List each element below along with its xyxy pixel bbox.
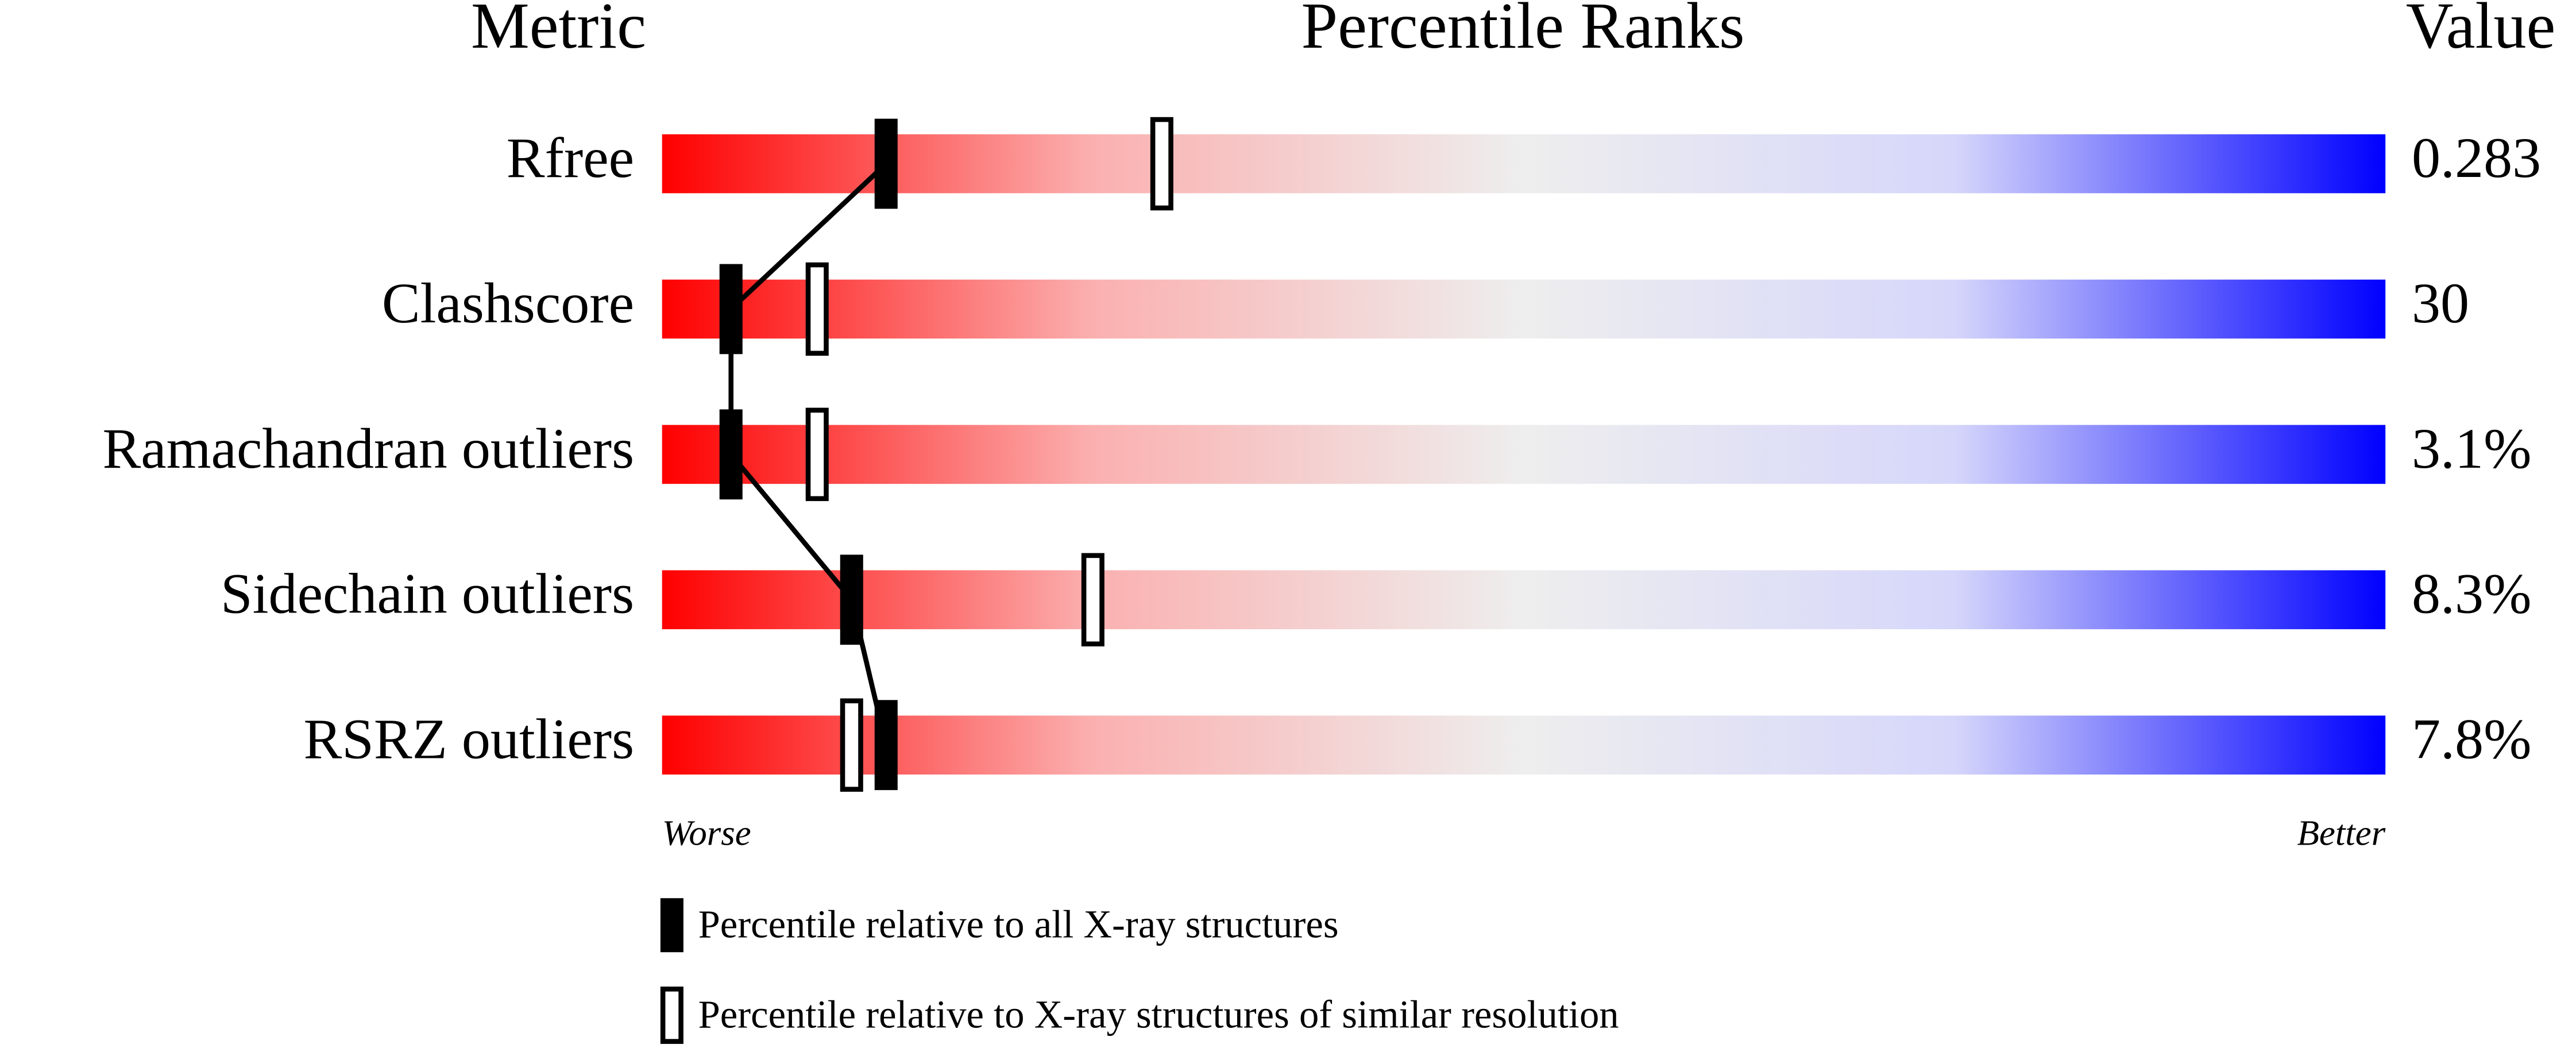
- filled-marker: [874, 700, 898, 791]
- metric-value: 3.1%: [2412, 417, 2532, 480]
- value-header: Value: [2406, 0, 2555, 62]
- metric-value: 7.8%: [2412, 707, 2532, 771]
- metric-value: 0.283: [2412, 126, 2541, 190]
- hollow-marker: [805, 262, 829, 356]
- hollow-marker: [805, 407, 829, 502]
- percentile-bar: [662, 134, 2386, 194]
- hollow-marker: [1081, 553, 1104, 647]
- filled-marker: [719, 264, 743, 355]
- better-label: Better: [2297, 813, 2385, 853]
- metric-label: Rfree: [507, 126, 634, 190]
- chart-title: Percentile Ranks: [1301, 0, 1745, 62]
- metric-label: RSRZ outliers: [303, 707, 634, 771]
- filled-marker: [660, 898, 683, 953]
- metric-label: Sidechain outliers: [221, 562, 634, 626]
- metric-value: 8.3%: [2412, 562, 2532, 626]
- filled-marker: [840, 554, 863, 645]
- percentile-bar: [662, 715, 2386, 775]
- metric-label: Clashscore: [382, 271, 634, 335]
- hollow-marker: [660, 987, 683, 1044]
- filled-marker: [719, 409, 743, 500]
- worse-label: Worse: [662, 813, 751, 853]
- percentile-bar: [662, 279, 2386, 339]
- legend-label: Percentile relative to all X-ray structu…: [698, 903, 1339, 946]
- filled-marker: [874, 118, 898, 209]
- metric-header: Metric: [471, 0, 646, 62]
- hollow-marker: [840, 698, 863, 792]
- metric-value: 30: [2412, 271, 2469, 335]
- metric-label: Ramachandran outliers: [102, 417, 634, 480]
- percentile-bar: [662, 570, 2386, 630]
- hollow-marker: [1150, 117, 1173, 211]
- legend-label: Percentile relative to X-ray structures …: [698, 993, 1619, 1037]
- percentile-bar: [662, 425, 2386, 484]
